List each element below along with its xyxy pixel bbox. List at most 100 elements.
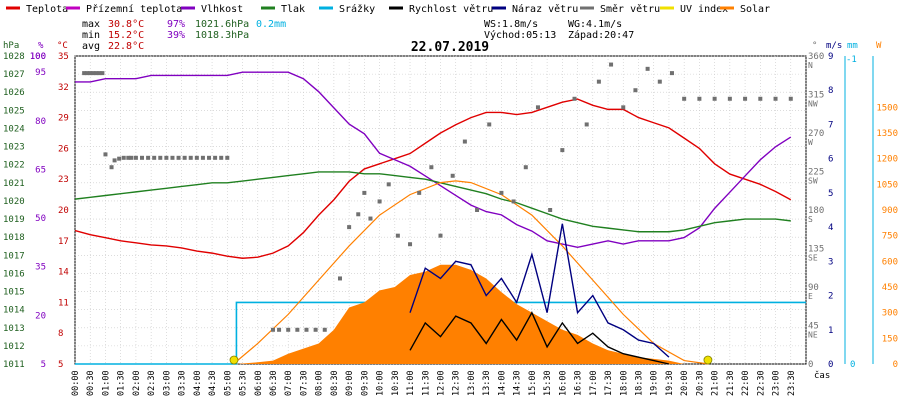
sun-marker	[229, 355, 239, 365]
stats-ws: WS:1.8m/s	[484, 19, 538, 30]
tick-label-time: 01:30	[117, 370, 127, 396]
series-point-wind-direction	[164, 155, 169, 160]
tick-label-time: 22:30	[756, 370, 766, 396]
legend-label: Vlhkost	[201, 4, 243, 15]
tick-label-pressure: 1023	[3, 143, 25, 153]
series-point-wind-direction	[356, 212, 361, 217]
tick-label-time: 06:00	[254, 370, 264, 396]
tick-label-solar: 150	[882, 334, 898, 344]
tick-label-time: 02:00	[132, 370, 142, 396]
series-point-wind-direction	[429, 165, 434, 170]
series-point-wind-direction	[225, 155, 230, 160]
series-point-wind-direction	[697, 96, 702, 101]
series-point-wind-direction	[450, 173, 455, 178]
legend-label: Náraz větru	[512, 3, 578, 15]
tick-label-solar: 1050	[876, 180, 898, 190]
legend-label: Rychlost větru	[409, 3, 493, 15]
legend-label: Teplota	[26, 4, 68, 15]
series-point-wind-direction	[438, 233, 443, 238]
series-line-sr-ky	[75, 301, 806, 365]
tick-label-time: 15:30	[543, 370, 553, 396]
tick-label-pressure: 1025	[3, 106, 25, 116]
tick-label-temperature: 29	[58, 114, 69, 124]
tick-label-time: 17:00	[589, 370, 599, 396]
tick-label-direction: 315	[808, 91, 824, 101]
tick-label-time: 08:00	[315, 370, 325, 396]
tick-label-humidity: 100	[30, 52, 46, 62]
chart-title: 22.07.2019	[411, 40, 489, 55]
tick-label-solar: 900	[882, 206, 898, 216]
tick-label-time: 05:30	[239, 370, 249, 396]
tick-label-time: 09:30	[360, 370, 370, 396]
stats-wg: WG:4.1m/s	[568, 19, 622, 30]
tick-label-pressure: 1018	[3, 233, 25, 243]
series-point-wind-direction	[88, 71, 93, 76]
tick-label-time: 14:30	[513, 370, 523, 396]
tick-label-temperature: 8	[58, 329, 63, 339]
plot-area	[74, 62, 806, 365]
tick-label-wind: 9	[828, 52, 833, 62]
legend-label: UV index	[680, 4, 728, 15]
tick-label-solar: 450	[882, 283, 898, 293]
series-point-wind-direction	[97, 71, 102, 76]
tick-label-time: 09:00	[345, 370, 355, 396]
stats-min-label: min	[82, 30, 100, 41]
tick-label-wind: 8	[828, 86, 833, 96]
series-point-wind-direction	[117, 156, 122, 161]
tick-label-direction-compass: E	[808, 292, 813, 301]
series-point-wind-direction	[621, 105, 626, 110]
tick-label-temperature: 14	[58, 268, 69, 278]
tick-label-pressure: 1019	[3, 215, 25, 225]
tick-label-pressure: 1015	[3, 288, 25, 298]
stats-avg-label: avg	[82, 41, 100, 52]
series-point-wind-direction	[112, 158, 117, 163]
tick-label-time: 12:00	[437, 370, 447, 396]
tick-label-temperature: 11	[58, 298, 69, 308]
series-point-wind-direction	[121, 155, 126, 160]
series-point-wind-direction	[100, 71, 105, 76]
tick-label-temperature: 23	[58, 175, 69, 185]
tick-label-pressure: 1011	[3, 360, 25, 370]
series-point-wind-direction	[304, 327, 309, 332]
series-point-wind-direction	[152, 155, 157, 160]
tick-label-direction-compass: NW	[808, 100, 818, 109]
tick-label-time: 04:30	[208, 370, 218, 396]
series-point-wind-direction	[194, 155, 199, 160]
tick-label-direction-compass: SE	[808, 254, 818, 263]
tick-label-time: 15:00	[528, 370, 538, 396]
series-point-wind-direction	[109, 165, 114, 170]
tick-label-humidity: 50	[35, 214, 46, 224]
series-point-wind-direction	[82, 71, 87, 76]
tick-label-time: 05:00	[223, 370, 233, 396]
tick-label-wind: 0	[828, 360, 833, 370]
tick-label-time: 16:00	[558, 370, 568, 396]
tick-label-direction: 0	[808, 360, 813, 370]
tick-label-time: 07:00	[284, 370, 294, 396]
series-point-wind-direction	[462, 139, 467, 144]
axis-unit-labels: hPa % °C ° m/s mm W čas	[3, 41, 882, 381]
series-point-wind-direction	[511, 199, 516, 204]
legend-label: Přízemní teplota	[86, 3, 182, 15]
legend-label: Tlak	[281, 4, 305, 15]
grid	[74, 55, 807, 365]
legend-label: Srážky	[339, 3, 375, 15]
tick-label-rain: -1	[846, 55, 857, 65]
series-point-wind-direction	[548, 208, 553, 212]
legend-label: Solar	[740, 4, 770, 15]
tick-label-time: 07:30	[299, 370, 309, 396]
tick-label-time: 12:30	[452, 370, 462, 396]
series-point-wind-direction	[322, 327, 327, 332]
stats-rain: 0.2mm	[256, 19, 286, 30]
series-point-wind-direction	[200, 155, 205, 160]
series-point-wind-direction	[188, 155, 193, 160]
series-point-wind-direction	[146, 155, 151, 160]
tick-label-humidity: 20	[35, 311, 46, 321]
tick-label-time: 13:00	[467, 370, 477, 396]
tick-label-time: 21:00	[711, 370, 721, 396]
tick-label-solar: 1200	[876, 155, 898, 165]
tick-label-direction-compass: S	[808, 215, 813, 224]
tick-label-time: 03:00	[162, 370, 172, 396]
series-point-wind-direction	[286, 327, 291, 332]
series-point-wind-direction	[408, 242, 413, 247]
